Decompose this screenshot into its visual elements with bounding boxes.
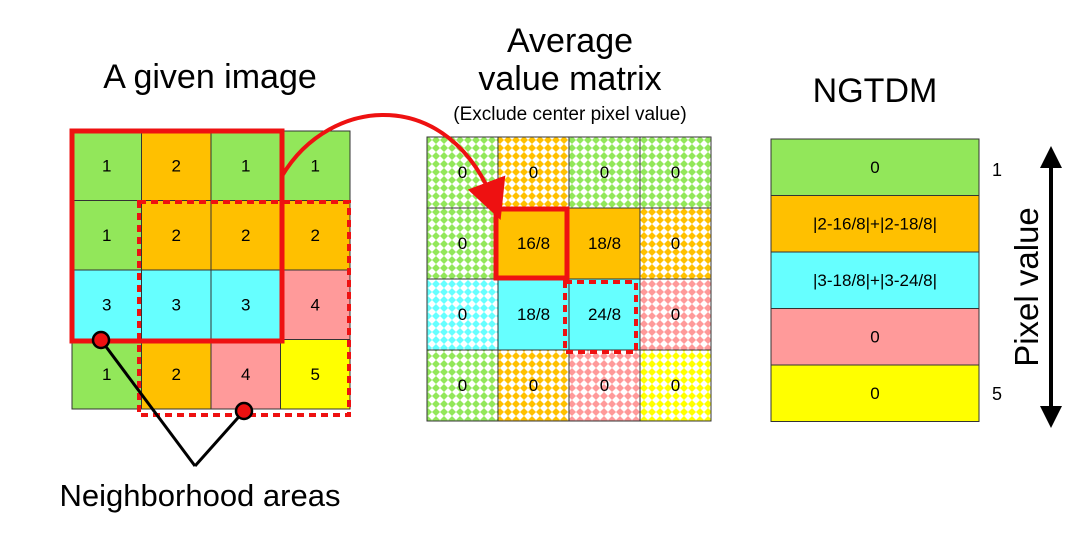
ngtdm-row bbox=[770, 364, 980, 422]
average-cell bbox=[426, 349, 499, 422]
average-cell-value: 0 bbox=[458, 234, 467, 253]
given-cell-value: 1 bbox=[311, 156, 320, 175]
average-cell bbox=[639, 278, 712, 351]
average-cell bbox=[426, 278, 499, 351]
axis-arrow-down-icon bbox=[1040, 406, 1062, 428]
given-cell-value: 2 bbox=[311, 226, 320, 245]
given-cell bbox=[280, 269, 351, 340]
avg-solid-highlight bbox=[493, 206, 570, 281]
pixel-value-label: Pixel value bbox=[1008, 207, 1045, 367]
mapping-arrow bbox=[280, 112, 506, 220]
given-cell-value: 5 bbox=[311, 365, 320, 384]
average-cell-value: 0 bbox=[458, 376, 467, 395]
average-matrix-title-line1: Average bbox=[506, 22, 634, 60]
given-cell bbox=[210, 339, 281, 410]
average-cell bbox=[497, 349, 570, 422]
average-matrix-grid: 0 0 0 0 0 16/8 18/8 0 0 18/8 24/8 0 0 0 0 0 bbox=[426, 136, 712, 422]
given-cell-value: 2 bbox=[172, 156, 181, 175]
given-image-grid: 1 2 1 1 1 2 2 2 3 3 3 4 1 2 4 5 bbox=[71, 130, 351, 410]
average-cell-value: 0 bbox=[671, 376, 680, 395]
given-cell bbox=[71, 200, 142, 271]
neighborhood-pointer-line-right bbox=[193, 410, 246, 467]
given-cell-value: 3 bbox=[172, 295, 181, 314]
average-cell-value: 0 bbox=[458, 305, 467, 324]
average-cell bbox=[497, 278, 570, 351]
given-cell-value: 2 bbox=[241, 226, 250, 245]
average-cell-value: 18/8 bbox=[517, 305, 550, 324]
ngtdm-row-value: 0 bbox=[870, 158, 879, 177]
ngtdm-title: NGTDM bbox=[812, 72, 938, 110]
axis-arrow-up-icon bbox=[1040, 146, 1062, 168]
average-cell-value: 24/8 bbox=[588, 305, 621, 324]
average-cell-value: 0 bbox=[671, 234, 680, 253]
axis-start-label: 1 bbox=[992, 160, 1002, 180]
ngtdm-row bbox=[770, 138, 980, 196]
neighborhood-dot-right bbox=[234, 401, 254, 421]
neighborhood-dot-left bbox=[91, 330, 111, 350]
avg-dashed-highlight bbox=[563, 280, 638, 354]
given-cell-value: 1 bbox=[102, 365, 111, 384]
average-cell-value: 0 bbox=[671, 305, 680, 324]
average-cell-value: 0 bbox=[529, 376, 538, 395]
average-cell-value: 0 bbox=[529, 163, 538, 182]
average-cell bbox=[568, 136, 641, 209]
ngtdm-column: 0 |2-16/8|+|2-18/8| |3-18/8|+|3-24/8| 0 0 bbox=[770, 138, 980, 422]
average-cell bbox=[568, 349, 641, 422]
ngtdm-row bbox=[770, 308, 980, 366]
given-image-title: A given image bbox=[103, 58, 317, 96]
given-cell-value: 1 bbox=[241, 156, 250, 175]
given-cell-value: 1 bbox=[102, 156, 111, 175]
given-cell-value: 4 bbox=[241, 365, 250, 384]
average-cell bbox=[639, 349, 712, 422]
ngtdm-row-value: 0 bbox=[870, 384, 879, 403]
given-cell bbox=[71, 269, 142, 340]
average-matrix-title-line2: value matrix bbox=[478, 60, 662, 98]
given-cell-value: 3 bbox=[102, 295, 111, 314]
given-cell-value: 4 bbox=[311, 295, 320, 314]
window-solid-highlight bbox=[69, 128, 285, 344]
neighborhood-pointer-line-left bbox=[99, 339, 197, 467]
average-cell-value: 0 bbox=[458, 163, 467, 182]
average-cell bbox=[639, 207, 712, 280]
neighborhood-label: Neighborhood areas bbox=[59, 478, 341, 513]
axis-end-label: 5 bbox=[992, 384, 1002, 404]
average-cell-value: 0 bbox=[600, 163, 609, 182]
average-matrix-subtitle: (Exclude center pixel value) bbox=[453, 104, 687, 125]
ngtdm-row-value: |2-16/8|+|2-18/8| bbox=[813, 214, 937, 233]
ngtdm-row-value: |3-18/8|+|3-24/8| bbox=[813, 271, 937, 290]
given-cell bbox=[141, 269, 212, 340]
average-cell-value: 0 bbox=[600, 376, 609, 395]
average-cell bbox=[639, 136, 712, 209]
given-cell-value: 3 bbox=[241, 295, 250, 314]
average-cell-value: 18/8 bbox=[588, 234, 621, 253]
ngtdm-row bbox=[770, 251, 980, 309]
given-cell-value: 1 bbox=[102, 226, 111, 245]
given-cell-value: 2 bbox=[172, 365, 181, 384]
given-cell-value: 2 bbox=[172, 226, 181, 245]
average-cell-value: 16/8 bbox=[517, 234, 550, 253]
given-cell bbox=[280, 130, 351, 201]
ngtdm-row-value: 0 bbox=[870, 327, 879, 346]
average-cell-value: 0 bbox=[671, 163, 680, 182]
ngtdm-row bbox=[770, 195, 980, 253]
given-cell bbox=[141, 200, 212, 271]
given-cell bbox=[280, 339, 351, 410]
